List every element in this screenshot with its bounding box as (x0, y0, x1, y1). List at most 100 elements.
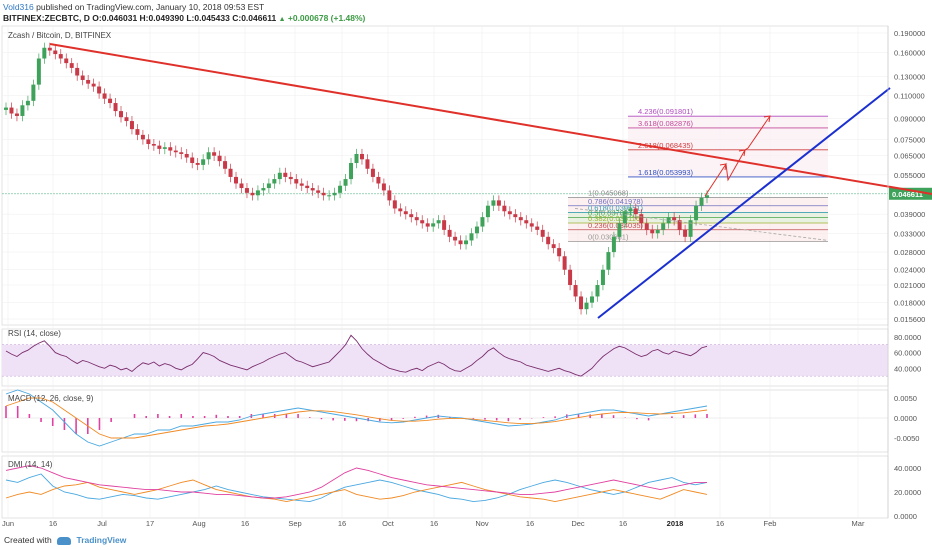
candle-body (162, 147, 167, 149)
candle-body (639, 214, 644, 224)
created-with-text: Created with (4, 535, 52, 545)
fib-label: 0.236(0.034035) (588, 221, 644, 230)
author-link[interactable]: Vold316 (3, 2, 34, 12)
x-tick-label: 16 (619, 519, 627, 528)
candle-body (201, 159, 206, 165)
candle-body (677, 220, 682, 230)
rsi-line (5, 334, 708, 377)
close-value: 0.046611 (241, 13, 277, 23)
signal-line (5, 397, 708, 439)
candle-body (595, 285, 600, 297)
candle-body (25, 100, 30, 106)
candle-body (244, 188, 249, 193)
candle-body (529, 223, 534, 227)
candle-body (206, 152, 211, 160)
high-value: 0.049390 (148, 13, 184, 23)
macd-title: MACD (12, 26, close, 9) (8, 394, 94, 403)
candle-body (108, 98, 113, 104)
candle-body (666, 217, 671, 224)
candle-body (442, 220, 447, 230)
candle-body (557, 248, 562, 257)
fib-label: 1(0.045068) (588, 189, 629, 198)
tradingview-brand[interactable]: TradingView (76, 535, 127, 545)
y-tick-label: 0.033000 (894, 229, 925, 238)
candle-body (644, 223, 649, 230)
candle-body (299, 183, 304, 186)
candle-body (343, 179, 348, 186)
candle-body (551, 244, 556, 249)
candle-body (14, 113, 19, 116)
candle-body (190, 157, 195, 163)
candle-body (239, 183, 244, 189)
candle-body (546, 236, 551, 245)
candle-body (146, 139, 151, 145)
candle-body (31, 84, 36, 101)
candle-body (228, 168, 233, 177)
x-tick-label: 17 (146, 519, 154, 528)
candle-body (42, 47, 47, 59)
candle-body (91, 83, 96, 87)
candle-body (151, 144, 156, 146)
candle-body (655, 229, 660, 234)
candle-body (321, 192, 326, 196)
candle-body (694, 205, 699, 221)
candle-body (485, 205, 490, 218)
candle-body (124, 117, 129, 122)
dmi-y-tick: 0.0000 (894, 512, 917, 521)
candle-body (579, 296, 584, 310)
rsi-y-tick: 60.0000 (894, 349, 921, 358)
candle-body (705, 195, 709, 198)
publish-info: Vold316 published on TradingView.com, Ja… (3, 2, 264, 12)
symbol-info: BITFINEX:ZECBTC, D O:0.046031 H:0.049390… (3, 13, 365, 23)
y-tick-label: 0.055000 (894, 171, 925, 180)
candle-body (381, 183, 386, 191)
candle-body (217, 155, 222, 162)
dmi-line-0 (5, 473, 708, 503)
candle-body (540, 229, 545, 237)
y-tick-label: 0.110000 (894, 92, 925, 101)
candle-body (359, 153, 364, 160)
candle-body (365, 159, 370, 169)
symbol-label: BITFINEX:ZECBTC, D (3, 13, 90, 23)
support-trendline (597, 87, 891, 319)
candle-body (332, 192, 337, 196)
candle-body (338, 185, 343, 193)
candle-body (75, 67, 80, 76)
candle-body (86, 79, 91, 84)
high-label: H: (139, 13, 149, 23)
candle-body (633, 208, 638, 215)
candle-body (261, 188, 266, 191)
y-tick-label: 0.090000 (894, 114, 925, 123)
candle-body (436, 220, 441, 224)
candle-body (622, 211, 627, 224)
candle-body (611, 236, 616, 253)
candle-body (447, 229, 452, 237)
candle-body (502, 205, 507, 212)
candle-body (113, 103, 118, 112)
candle-body (36, 58, 41, 85)
dmi-line-2 (5, 465, 707, 499)
candle-body (349, 162, 354, 180)
macd-y-tick: 0.0050 (894, 394, 917, 403)
chart-area[interactable]: Jun 16 Jul 17 Aug 16 Sep 16 Oct 16 Nov 16 Dec 16 2018 1… (0, 24, 932, 536)
candle-body (403, 211, 408, 215)
candle-body (568, 269, 573, 286)
candle-body (69, 63, 74, 68)
candle-body (9, 107, 14, 114)
candle-body (573, 285, 578, 297)
candle-body (507, 211, 512, 215)
fib-label: 0.786(0.041978) (588, 197, 644, 206)
candle-body (453, 236, 458, 241)
open-label: O: (92, 13, 102, 23)
candle-body (398, 208, 403, 212)
x-tick-label: 16 (241, 519, 249, 528)
y-tick-label: 0.065000 (894, 152, 925, 161)
candle-body (683, 229, 688, 237)
x-tick-label: Nov (475, 519, 489, 528)
low-value: 0.045433 (194, 13, 230, 23)
x-tick-label: 16 (338, 519, 346, 528)
candle-body (474, 226, 479, 234)
candle-body (491, 200, 496, 206)
candle-body (584, 302, 589, 310)
candle-body (305, 185, 310, 189)
